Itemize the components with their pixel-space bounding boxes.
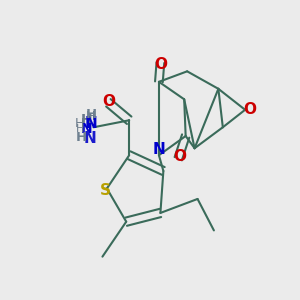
Text: H: H (85, 108, 97, 121)
Text: H: H (76, 124, 84, 134)
Text: N: N (80, 122, 92, 136)
Text: H: H (86, 110, 95, 123)
Text: H: H (75, 117, 84, 130)
Text: N: N (84, 116, 97, 131)
Text: O: O (154, 57, 167, 72)
Text: O: O (173, 149, 186, 164)
Text: S: S (100, 183, 111, 198)
Text: O: O (102, 94, 115, 109)
Text: H: H (80, 113, 92, 127)
Text: H: H (76, 131, 87, 144)
Text: N: N (84, 131, 97, 146)
Text: O: O (243, 102, 256, 117)
Text: N: N (152, 142, 165, 158)
